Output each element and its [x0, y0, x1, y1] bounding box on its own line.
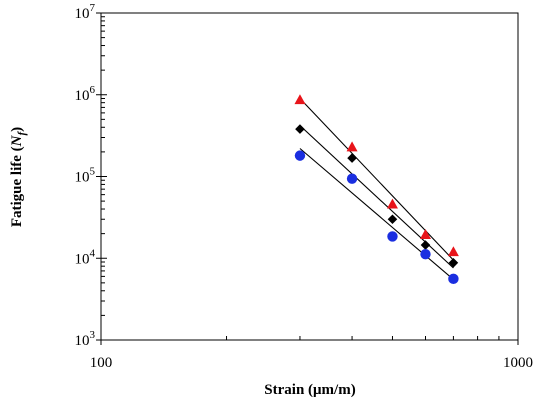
- y-tick-label-base: 10: [75, 170, 90, 186]
- x-tick-label: 1000: [503, 355, 533, 371]
- y-tick-label-base: 10: [75, 251, 90, 267]
- y-tick-label: 106: [75, 84, 96, 104]
- y-tick-label: 105: [75, 166, 96, 186]
- data-point-triangle: [294, 94, 306, 105]
- plot-area-frame: [100, 12, 519, 341]
- y-axis-title-variable: N: [9, 134, 25, 147]
- x-axis-title: Strain (μm/m): [264, 382, 355, 398]
- data-point-circle: [294, 150, 306, 161]
- data-point-circle: [387, 231, 398, 242]
- y-axis-title-main: Fatigue life (: [9, 146, 25, 227]
- y-axis-title-close: ): [9, 127, 25, 132]
- y-tick-label-base: 10: [75, 6, 90, 22]
- y-tick-label-exponent: 4: [90, 247, 96, 259]
- data-point-circle: [448, 273, 459, 285]
- x-tick-label: 100: [90, 355, 113, 371]
- data-markers: [294, 94, 459, 285]
- y-axis-title: Fatigue life (Nf): [9, 127, 28, 227]
- data-point-diamond: [387, 214, 398, 225]
- y-tick-label: 107: [75, 2, 96, 22]
- data-point-diamond: [347, 153, 357, 163]
- data-point-triangle: [346, 141, 358, 152]
- y-tick-label-exponent: 3: [90, 329, 96, 341]
- y-tick-label-exponent: 6: [90, 84, 96, 96]
- y-tick-label: 103: [75, 329, 96, 349]
- data-point-circle: [346, 173, 358, 184]
- fit-line-triangle: [299, 98, 454, 261]
- data-point-circle: [420, 249, 431, 260]
- y-tick-label: 104: [75, 247, 96, 267]
- data-point-triangle: [447, 246, 459, 257]
- data-point-diamond: [448, 257, 459, 268]
- y-tick-label-exponent: 5: [90, 166, 96, 178]
- data-point-diamond: [420, 240, 431, 250]
- y-tick-label-base: 10: [75, 88, 90, 104]
- y-tick-label-exponent: 7: [90, 2, 96, 14]
- data-point-triangle: [419, 229, 431, 239]
- x-axis-ticks: 100 1000: [90, 334, 533, 371]
- fit-lines: [299, 98, 454, 280]
- fit-line-diamond: [299, 125, 454, 269]
- y-axis-title-subscript: f: [16, 131, 28, 136]
- y-tick-label-base: 10: [75, 333, 90, 349]
- data-point-triangle: [386, 198, 398, 209]
- fit-line-circle: [299, 148, 454, 280]
- data-point-diamond: [295, 124, 305, 134]
